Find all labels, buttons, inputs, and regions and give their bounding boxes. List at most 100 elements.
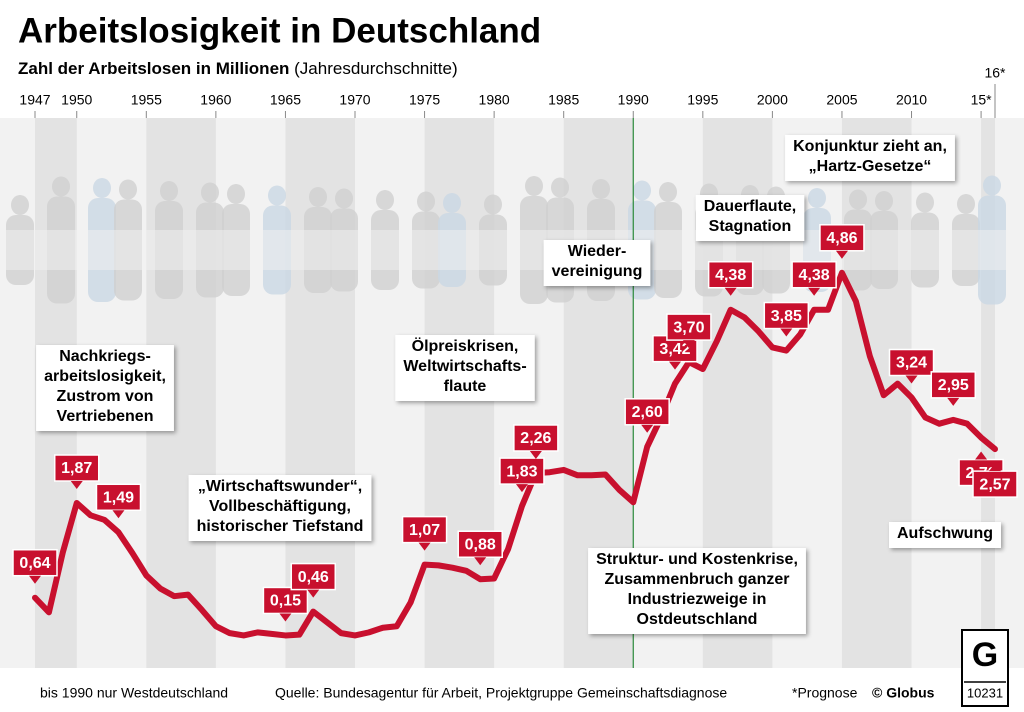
- silhouette: [335, 188, 353, 209]
- x-tick-label: 1985: [548, 92, 579, 108]
- value-label-pointer: [641, 424, 654, 433]
- silhouette: [551, 177, 569, 198]
- annotation: „Wirtschaftswunder“, Vollbeschäftigung, hi…: [188, 475, 372, 541]
- annotation-box: [543, 240, 651, 286]
- silhouette: [484, 194, 502, 215]
- annotation-text: Weltwirtschafts-: [403, 358, 526, 375]
- x-tick-label: 2005: [826, 92, 857, 108]
- value-label-text: 4,38: [799, 267, 830, 284]
- value-label-pointer: [279, 613, 292, 622]
- value-label-box: [290, 562, 337, 591]
- value-label-pointer: [682, 340, 695, 349]
- x-tick-label: 1947: [19, 92, 50, 108]
- value-label-pointer: [307, 589, 320, 598]
- annotation-text: Dauerflaute,: [704, 198, 796, 215]
- silhouette: [201, 182, 219, 203]
- value-label-text: 1,83: [506, 463, 537, 480]
- silhouette: [227, 184, 245, 204]
- annotation-text: Konjunktur zieht an,: [793, 138, 947, 155]
- value-label: 2,60: [624, 398, 670, 433]
- x-tick-label: 1965: [270, 92, 301, 108]
- value-label: 2,26: [513, 424, 559, 459]
- value-label-text: 3,24: [896, 355, 927, 372]
- annotation-text: Zusammenbruch ganzer: [605, 571, 790, 588]
- value-label-text: 0,64: [19, 555, 50, 572]
- annotation-text: Ölpreiskrisen,: [412, 336, 519, 355]
- value-label: 2,95: [930, 371, 977, 406]
- value-label-text: 2,95: [938, 377, 969, 394]
- x-tick-label: 16*: [984, 65, 1006, 81]
- annotation: Aufschwung: [889, 522, 1001, 548]
- copyright: © Globus: [872, 685, 935, 701]
- annotation-box: [785, 135, 955, 181]
- annotation-text: Vollbeschäftigung,: [209, 498, 351, 515]
- value-label-box: [499, 457, 545, 485]
- chart-title: Arbeitslosigkeit in Deutschland: [18, 11, 541, 50]
- silhouette: [983, 175, 1001, 196]
- value-label-box: [707, 260, 754, 289]
- silhouette: [160, 181, 178, 201]
- silhouette: [93, 178, 111, 198]
- x-tick-label: 1975: [409, 92, 440, 108]
- annotation: Dauerflaute, Stagnation: [695, 195, 805, 241]
- annotation-box: [588, 548, 806, 634]
- value-label-pointer: [515, 484, 528, 493]
- value-label-pointer: [975, 451, 988, 460]
- x-tick-label: 1955: [131, 92, 162, 108]
- x-tick-label: 1960: [200, 92, 231, 108]
- value-label-pointer: [70, 481, 83, 490]
- value-label: 0,15: [262, 586, 309, 622]
- value-label: 3,85: [763, 301, 810, 337]
- annotation: Konjunktur zieht an, „Hartz-Gesetze“: [785, 135, 955, 181]
- value-label-pointer: [780, 328, 793, 337]
- x-tick-label: 1950: [61, 92, 92, 108]
- annotation-text: „Wirtschaftswunder“,: [198, 478, 362, 495]
- annotation-box: [36, 345, 174, 431]
- silhouette: [592, 179, 610, 199]
- value-label: 0,64: [12, 548, 58, 584]
- annotation-box: [395, 335, 535, 401]
- value-label-text: 3,85: [771, 308, 802, 325]
- x-tick-label: 1970: [339, 92, 370, 108]
- value-label: 3,24: [888, 348, 935, 384]
- x-tick-label: 1990: [618, 92, 649, 108]
- annotation-text: Struktur- und Kostenkrise,: [596, 551, 798, 568]
- value-label: 1,83: [499, 457, 545, 493]
- value-label-pointer: [529, 450, 542, 459]
- value-label-pointer: [112, 510, 125, 519]
- data-line: [32, 269, 998, 639]
- x-tick-label: 15*: [971, 92, 993, 108]
- silhouette: [11, 195, 29, 215]
- value-label-box: [791, 260, 837, 289]
- silhouette: [376, 190, 394, 210]
- value-label-pointer: [669, 361, 681, 370]
- footnote: bis 1990 nur Westdeutschland: [40, 685, 228, 701]
- annotation-text: flaute: [444, 378, 487, 395]
- silhouette: [916, 192, 934, 213]
- value-label-pointer: [418, 542, 431, 551]
- value-label: 1,07: [401, 515, 448, 551]
- value-label-box: [930, 371, 977, 399]
- value-label: 1,87: [53, 454, 100, 490]
- annotation-box: [695, 195, 805, 241]
- value-label: 4,38: [791, 260, 837, 296]
- silhouette: [525, 176, 543, 196]
- value-label-box: [262, 586, 309, 615]
- silhouette: [633, 180, 651, 201]
- x-tick-label: 1980: [479, 92, 510, 108]
- value-label-box: [95, 483, 142, 512]
- forecast-note: *Prognose: [792, 685, 858, 701]
- silhouette: [808, 188, 826, 208]
- annotation-text: vereinigung: [552, 263, 643, 280]
- logo-box: [961, 629, 1009, 707]
- annotation-box: [188, 475, 372, 541]
- value-label-text: 0,46: [298, 569, 329, 586]
- value-label-box: [819, 224, 865, 252]
- annotation: Nachkriegs-arbeitslosigkeit, Zustrom von V…: [36, 345, 174, 431]
- silhouette: [849, 189, 867, 210]
- annotation-text: Vertriebenen: [57, 408, 154, 425]
- value-label-text: 3,70: [673, 319, 704, 336]
- value-label-box: [12, 548, 58, 577]
- subtitle: Zahl der Arbeitslosen in Millionen (Jahr…: [18, 59, 458, 78]
- value-label-box: [972, 470, 1018, 498]
